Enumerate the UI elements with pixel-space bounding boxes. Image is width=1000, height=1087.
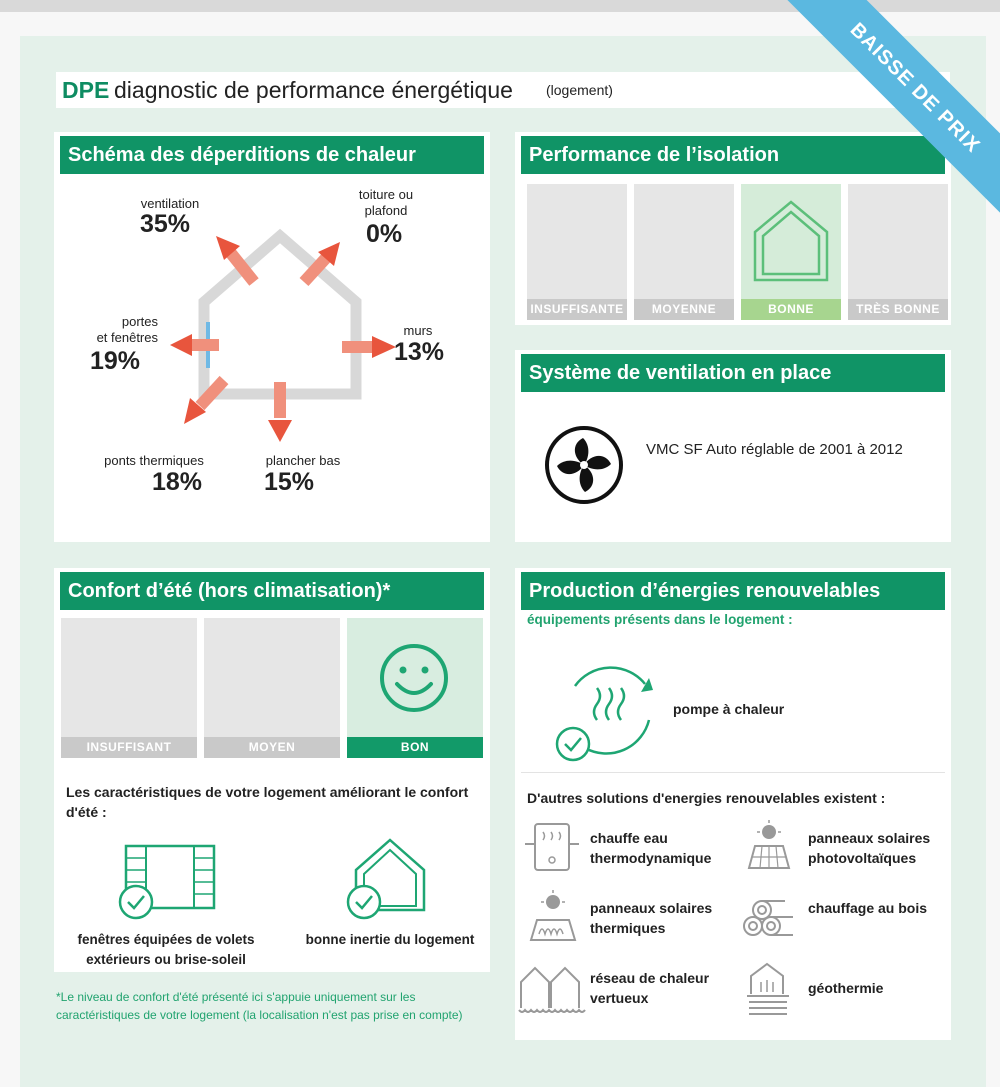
insulation-card: Performance de l’isolation INSUFFISANTE …	[515, 132, 951, 325]
other-district-heating-label: réseau de chaleur vertueux	[590, 970, 710, 1006]
smiley-icon	[380, 644, 448, 712]
house-inertia-icon	[346, 838, 426, 920]
other-wood-label: chauffage au bois	[808, 900, 928, 916]
insulation-level-2: MOYENNE	[634, 184, 734, 320]
district-heating-icon	[518, 966, 586, 1013]
ventilation-title: Système de ventilation en place	[521, 354, 945, 392]
house-icon	[753, 200, 829, 282]
water-heater-icon	[525, 823, 579, 871]
loss-doors-value: 19%	[90, 347, 141, 375]
ventilation-system-text: VMC SF Auto réglable de 2001 à 2012	[646, 441, 903, 458]
summer-footnote: *Le niveau de confort d'été présenté ici…	[56, 990, 463, 1022]
loss-bridges-value: 18%	[152, 468, 203, 496]
other-solar-pv-label: panneaux solaires photovoltaïques	[808, 830, 931, 866]
corner-digit: 3	[933, 76, 946, 101]
other-solutions-intro: D'autres solutions d'energies renouvelab…	[527, 790, 886, 806]
summer-level-3-selected: BON	[347, 618, 483, 758]
insulation-level-3-selected: BONNE	[741, 184, 841, 320]
loss-walls-label: murs	[403, 323, 433, 338]
feature-inertia-label: bonne inertie du logement	[305, 932, 475, 947]
renewables-divider	[521, 772, 945, 773]
summer-level-1: INSUFFISANT	[61, 618, 197, 758]
feature-shutters-label: fenêtres équipées de volets extérieurs o…	[77, 932, 255, 967]
summer-comfort-title: Confort d’été (hors climatisation)*	[60, 572, 484, 610]
house-outline-icon	[170, 228, 396, 442]
solar-pv-icon	[747, 820, 791, 869]
heat-pump-icon	[555, 666, 653, 762]
loss-ventilation-label: ventilation	[140, 196, 200, 211]
renewables-title: Production d’énergies renouvelables	[521, 572, 945, 610]
loss-roof-value: 0%	[366, 220, 403, 248]
loss-bridges-label: ponts thermiques	[104, 453, 204, 468]
summer-level-2: MOYEN	[204, 618, 340, 758]
summer-comfort-card: Confort d’été (hors climatisation)* INSU…	[54, 568, 490, 972]
insulation-level-4: TRÈS BONNE	[848, 184, 948, 320]
present-equipment-label: pompe à chaleur	[673, 701, 785, 717]
solar-thermal-icon	[529, 890, 577, 941]
insulation-level-1: INSUFFISANTE	[527, 184, 627, 320]
summer-features-intro: Les caractéristiques de votre logement a…	[66, 784, 469, 820]
loss-roof-label: toiture ou plafond	[358, 187, 414, 218]
other-water-heater-label: chauffe eau thermodynamique	[590, 830, 712, 866]
page-title: diagnostic de performance énergétique	[114, 77, 513, 103]
wood-logs-icon	[743, 900, 793, 936]
ventilation-card: Système de ventilation en place VMC SF A…	[515, 350, 951, 542]
dpe-abbrev: DPE	[62, 77, 110, 103]
renewables-subtitle: équipements présents dans le logement :	[527, 612, 793, 627]
heat-loss-card: Schéma des déperditions de chaleur venti…	[54, 132, 490, 542]
insulation-title: Performance de l’isolation	[521, 136, 945, 174]
renewables-card: Production d’énergies renouvelables équi…	[515, 568, 951, 1040]
page-subtitle: (logement)	[546, 82, 613, 98]
dpe-title-bar: DPE diagnostic de performance énergétiqu…	[56, 72, 950, 108]
loss-walls-value: 13%	[394, 338, 445, 366]
shutter-window-icon	[118, 844, 216, 920]
loss-doors-label: portes et fenêtres	[96, 314, 158, 345]
loss-floor-label: plancher bas	[265, 453, 341, 468]
loss-ventilation-value: 35%	[140, 210, 191, 238]
heat-loss-title: Schéma des déperditions de chaleur	[60, 136, 484, 174]
fan-icon	[545, 426, 623, 504]
other-solar-thermal-label: panneaux solaires thermiques	[590, 900, 713, 936]
other-geothermal-label: géothermie	[808, 980, 884, 996]
loss-floor-value: 15%	[264, 468, 315, 496]
geothermal-icon	[747, 962, 789, 1015]
browser-top-strip	[0, 0, 1000, 12]
